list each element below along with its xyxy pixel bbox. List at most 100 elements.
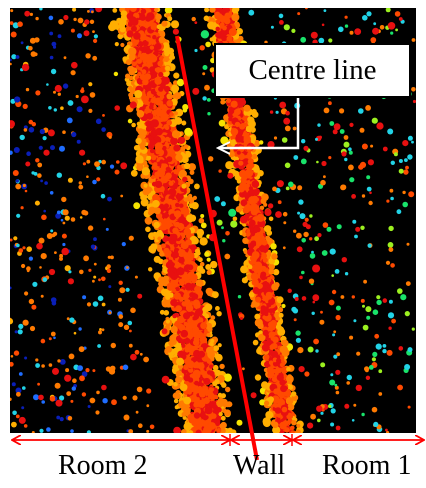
cloud-point: [368, 365, 374, 370]
cloud-point: [128, 429, 134, 433]
cloud-point: [203, 423, 208, 428]
cloud-point: [354, 28, 362, 35]
cloud-point: [101, 276, 106, 282]
cloud-point: [192, 87, 200, 95]
cloud-point: [214, 196, 221, 202]
cloud-point: [38, 394, 44, 401]
cloud-point: [408, 191, 415, 198]
cloud-point: [349, 177, 355, 183]
cloud-point: [365, 375, 371, 380]
cloud-point: [62, 221, 66, 225]
cloud-point: [110, 342, 117, 349]
cloud-point: [263, 245, 268, 251]
cloud-point: [376, 299, 382, 306]
cloud-point: [321, 250, 328, 256]
cloud-point: [370, 37, 377, 43]
cloud-point: [140, 8, 147, 14]
cloud-point: [367, 243, 372, 248]
cloud-point: [46, 83, 49, 86]
cloud-point: [277, 200, 282, 205]
cloud-point: [340, 295, 345, 299]
cloud-point: [25, 161, 31, 167]
cloud-point: [291, 391, 297, 397]
cloud-point: [285, 110, 290, 116]
cloud-point: [256, 240, 261, 246]
cloud-point: [92, 30, 95, 33]
cloud-point: [143, 183, 148, 188]
cloud-point: [50, 68, 57, 75]
cloud-point: [323, 9, 327, 12]
cloud-point: [209, 209, 217, 218]
cloud-point: [48, 106, 52, 110]
cloud-point: [22, 103, 28, 109]
cloud-point: [47, 129, 55, 137]
cloud-point: [42, 136, 47, 141]
cloud-point: [366, 175, 371, 180]
cloud-point: [271, 253, 278, 260]
cloud-point: [362, 15, 368, 21]
cloud-point: [292, 308, 299, 314]
cloud-point: [301, 238, 307, 243]
cloud-point: [174, 221, 181, 228]
cloud-point: [51, 41, 57, 47]
cloud-point: [183, 407, 191, 416]
cloud-point: [108, 23, 116, 32]
cloud-point: [70, 70, 76, 76]
cloud-point: [300, 36, 307, 43]
cloud-point: [199, 268, 206, 274]
cloud-point: [272, 186, 277, 192]
cloud-point: [309, 214, 313, 218]
cloud-point: [149, 66, 156, 73]
cloud-point: [339, 129, 345, 134]
cloud-point: [128, 53, 136, 61]
cloud-point: [31, 431, 35, 433]
cloud-point: [153, 255, 161, 263]
cloud-point: [170, 299, 178, 307]
cloud-point: [146, 112, 154, 120]
cloud-point: [208, 422, 216, 430]
cloud-point: [351, 194, 356, 199]
cloud-point: [241, 277, 248, 284]
cloud-point: [99, 328, 102, 331]
cloud-point: [273, 388, 280, 395]
cloud-point: [10, 286, 12, 290]
cloud-point: [199, 347, 204, 351]
cloud-point: [309, 237, 313, 241]
cloud-point: [287, 288, 292, 293]
cloud-point: [221, 226, 224, 230]
cloud-point: [281, 137, 288, 143]
cloud-point: [233, 147, 238, 152]
cloud-point: [220, 415, 226, 421]
cloud-point: [92, 301, 99, 307]
cloud-point: [175, 305, 182, 313]
cloud-point: [22, 183, 26, 188]
cloud-point: [220, 136, 229, 145]
cloud-point: [269, 110, 274, 114]
cloud-point: [406, 242, 410, 246]
cloud-point: [109, 365, 116, 372]
cloud-point: [122, 364, 129, 371]
cloud-point: [46, 233, 53, 239]
cloud-point: [390, 31, 394, 35]
cloud-point: [105, 366, 112, 372]
cloud-point: [217, 397, 224, 404]
cloud-point: [386, 431, 390, 433]
cloud-point: [48, 337, 52, 341]
cloud-point: [35, 16, 39, 21]
cloud-point: [218, 412, 223, 417]
cloud-point: [348, 150, 353, 155]
cloud-point: [160, 197, 165, 202]
cloud-point: [16, 213, 21, 218]
cloud-point: [185, 239, 192, 246]
cloud-point: [209, 364, 214, 369]
cloud-point: [22, 319, 29, 326]
cloud-point: [222, 239, 226, 243]
cloud-point: [37, 173, 42, 178]
cloud-point: [321, 160, 327, 167]
cloud-point: [177, 249, 186, 257]
cloud-point: [320, 310, 323, 314]
cloud-point: [146, 388, 152, 394]
cloud-point: [269, 344, 275, 351]
cloud-point: [37, 162, 43, 168]
cloud-point: [114, 105, 120, 111]
